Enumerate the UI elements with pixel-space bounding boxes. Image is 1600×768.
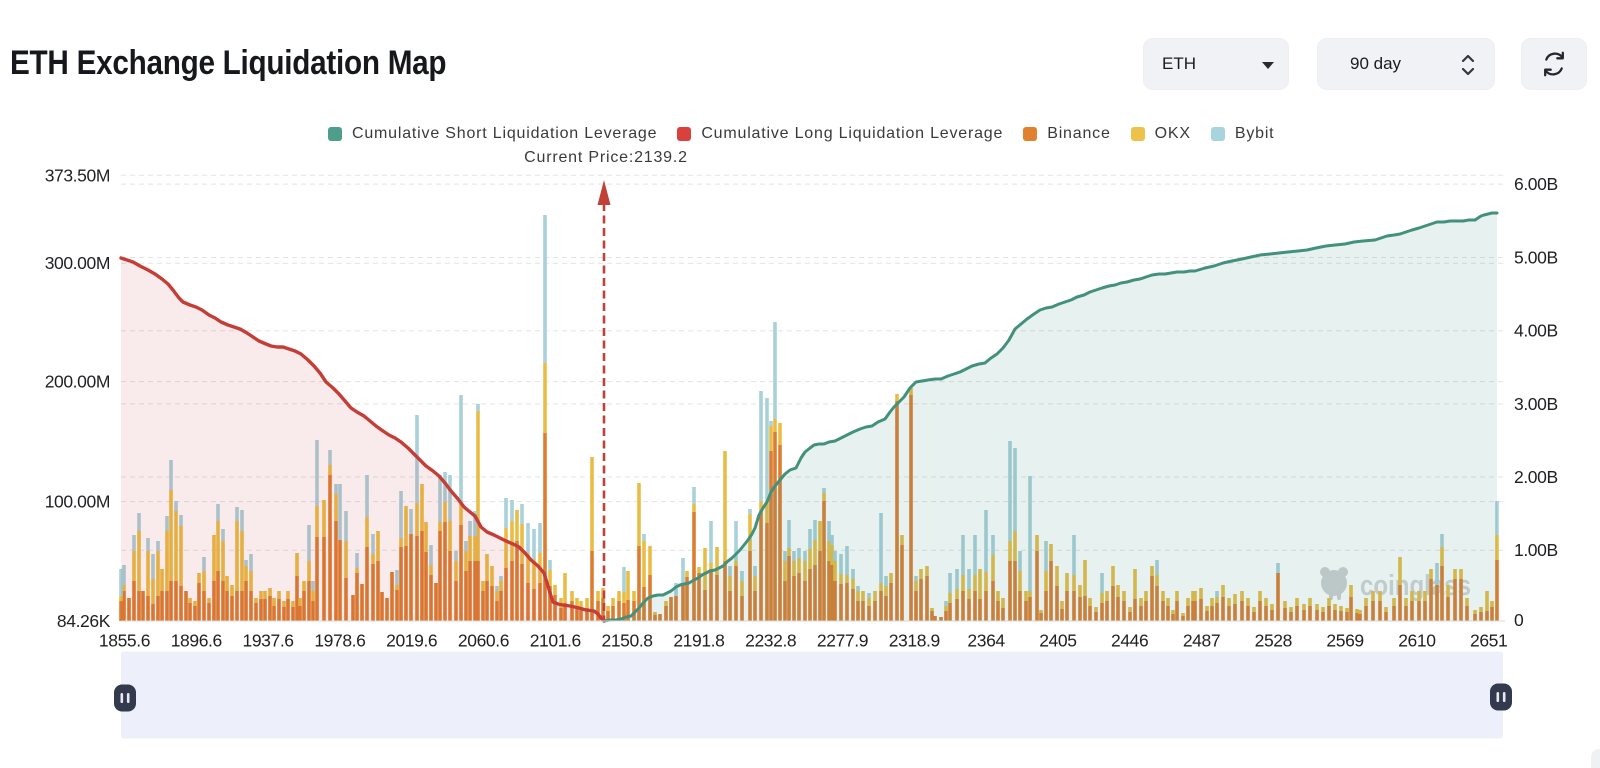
svg-text:6.00B: 6.00B xyxy=(1514,174,1558,194)
svg-text:2019.6: 2019.6 xyxy=(386,631,437,651)
svg-text:1855.6: 1855.6 xyxy=(99,631,150,651)
svg-text:84.26K: 84.26K xyxy=(57,611,111,631)
svg-text:2405: 2405 xyxy=(1039,631,1076,651)
svg-text:2364: 2364 xyxy=(967,631,1005,651)
svg-text:200.00M: 200.00M xyxy=(45,372,110,392)
svg-text:2318.9: 2318.9 xyxy=(889,631,940,651)
svg-text:5.00B: 5.00B xyxy=(1514,248,1558,268)
svg-text:2.00B: 2.00B xyxy=(1514,467,1558,487)
svg-text:373.50M: 373.50M xyxy=(45,165,110,185)
svg-text:100.00M: 100.00M xyxy=(45,492,110,512)
svg-text:2277.9: 2277.9 xyxy=(817,631,868,651)
svg-text:300.00M: 300.00M xyxy=(45,253,110,273)
svg-text:2191.8: 2191.8 xyxy=(673,631,724,651)
svg-text:2232.8: 2232.8 xyxy=(745,631,796,651)
svg-text:1937.6: 1937.6 xyxy=(243,631,294,651)
svg-text:2150.8: 2150.8 xyxy=(602,631,653,651)
svg-text:2569: 2569 xyxy=(1326,631,1363,651)
svg-text:1896.6: 1896.6 xyxy=(171,631,222,651)
svg-text:2610: 2610 xyxy=(1398,631,1436,651)
svg-text:2060.6: 2060.6 xyxy=(458,631,509,651)
svg-text:2446: 2446 xyxy=(1111,631,1148,651)
svg-text:0: 0 xyxy=(1514,610,1524,630)
svg-text:1.00B: 1.00B xyxy=(1514,540,1558,560)
svg-text:2651: 2651 xyxy=(1470,631,1507,651)
svg-text:2528: 2528 xyxy=(1255,631,1292,651)
svg-text:2487: 2487 xyxy=(1183,631,1220,651)
svg-text:1978.6: 1978.6 xyxy=(314,631,365,651)
svg-text:3.00B: 3.00B xyxy=(1514,394,1558,414)
svg-text:4.00B: 4.00B xyxy=(1514,321,1558,341)
svg-text:2101.6: 2101.6 xyxy=(530,631,581,651)
